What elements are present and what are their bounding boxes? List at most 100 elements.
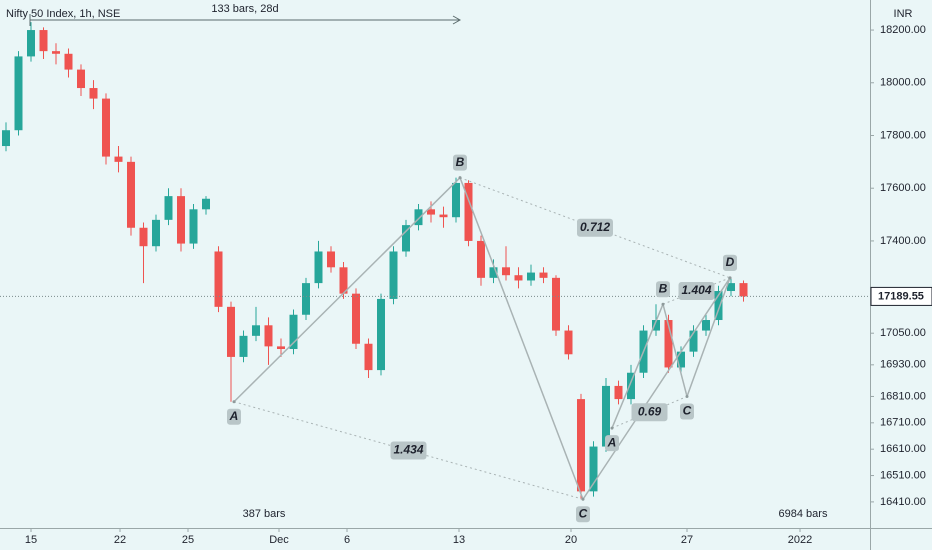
candle-body (614, 385, 623, 400)
candle-body (527, 272, 535, 281)
x-tick-label: 22 (114, 534, 126, 546)
pattern-point (232, 400, 236, 404)
pattern-ratio-label: 1.404 (681, 283, 711, 297)
y-axis-label: INR (894, 8, 913, 20)
candle-body (552, 277, 560, 331)
pattern-point (458, 176, 462, 180)
pattern-point (661, 302, 665, 306)
candle-body (414, 209, 423, 226)
pattern-point-box (605, 435, 619, 452)
x-tick-label: 15 (25, 534, 37, 546)
candle-body (477, 240, 485, 278)
candle-body (702, 320, 710, 331)
candle-body (189, 209, 198, 244)
y-tick-label: 17600.00 (880, 182, 926, 194)
candle-body (427, 209, 435, 215)
x-tick-label: 2022 (788, 534, 812, 546)
candle-body (277, 346, 285, 350)
pattern-ratio-box (390, 441, 427, 460)
candle-body (339, 267, 348, 294)
pattern-point-label: B (659, 281, 668, 295)
candle-body (727, 283, 735, 292)
measure-arrowhead (452, 15, 462, 25)
y-tick-label: 17400.00 (880, 235, 926, 247)
candle-body (289, 314, 298, 350)
candle-body (689, 330, 698, 352)
pattern-ratio-label: 1.434 (393, 443, 423, 457)
y-tick-label: 18200.00 (880, 24, 926, 36)
measure-label: 387 bars (243, 508, 286, 520)
pattern-leg (686, 277, 731, 397)
candle-body (64, 53, 73, 70)
candle-body (2, 130, 10, 147)
pattern-point (685, 394, 689, 398)
candle-body (89, 88, 98, 99)
pattern-ratio-box (631, 403, 668, 422)
pattern-point-box (453, 154, 467, 171)
y-tick-label: 16610.00 (880, 443, 926, 455)
candle-body (127, 161, 135, 228)
candle-body (314, 251, 323, 284)
candle-body (39, 30, 48, 52)
last-price-box (870, 286, 932, 306)
x-tick-label: 27 (681, 534, 693, 546)
candle-body (27, 30, 35, 57)
measure-label: 6984 bars (779, 508, 828, 520)
pattern-point-box (576, 506, 590, 523)
pattern-leg (459, 177, 584, 500)
x-tick-label: 20 (565, 534, 577, 546)
candle-body (489, 267, 498, 278)
candle-body (589, 446, 598, 492)
pattern-point-label: D (726, 255, 735, 269)
pattern-point (728, 276, 732, 280)
y-tick-label: 16510.00 (880, 469, 926, 481)
candle-body (327, 251, 335, 268)
candle-body (252, 325, 260, 336)
candle-body (214, 251, 223, 307)
measure-label: 133 bars, 28d (211, 3, 278, 15)
candle-body (202, 198, 210, 210)
pattern-point-label: A (229, 409, 239, 423)
pattern-leg (662, 304, 688, 397)
last-price-label: 17189.55 (878, 290, 924, 302)
candle-body (539, 272, 548, 278)
candle-body (177, 196, 185, 244)
candle-body (352, 293, 360, 344)
candle-body (714, 291, 723, 321)
pattern-point-box (723, 254, 737, 271)
pattern-point (581, 497, 585, 501)
pattern-ratio-box (577, 218, 613, 237)
pattern-ratio-box (678, 282, 715, 301)
candle-body (377, 298, 385, 371)
x-tick-label: 25 (182, 534, 194, 546)
x-tick-label: 13 (453, 534, 465, 546)
pattern-leg (611, 303, 664, 429)
candle-body (564, 330, 573, 355)
candle-body (677, 351, 685, 368)
pattern-point-label: C (579, 506, 588, 520)
pattern-ratio-label: 0.712 (580, 220, 610, 234)
y-tick-label: 16410.00 (880, 496, 926, 508)
pattern-leg (233, 177, 461, 403)
pattern-point-label: B (456, 155, 465, 169)
y-tick-label: 16810.00 (880, 390, 926, 402)
candle-body (164, 196, 173, 220)
candle-body (652, 320, 660, 331)
candle-body (264, 325, 273, 347)
pattern-point-box (227, 408, 241, 425)
x-tick-label: 6 (344, 534, 350, 546)
y-tick-label: 17800.00 (880, 129, 926, 141)
candle-body (664, 320, 673, 368)
candle-body (389, 251, 398, 299)
candle-body (14, 56, 23, 131)
x-tick-label: Dec (269, 534, 289, 546)
candle-body (402, 225, 410, 252)
candle-body (577, 399, 585, 492)
candle-body (439, 214, 448, 218)
candle-body (239, 335, 248, 357)
pattern-point-box (656, 281, 670, 298)
chart-title: Nifty 50 Index, 1h, NSE (6, 8, 120, 20)
candle-body (739, 283, 748, 297)
